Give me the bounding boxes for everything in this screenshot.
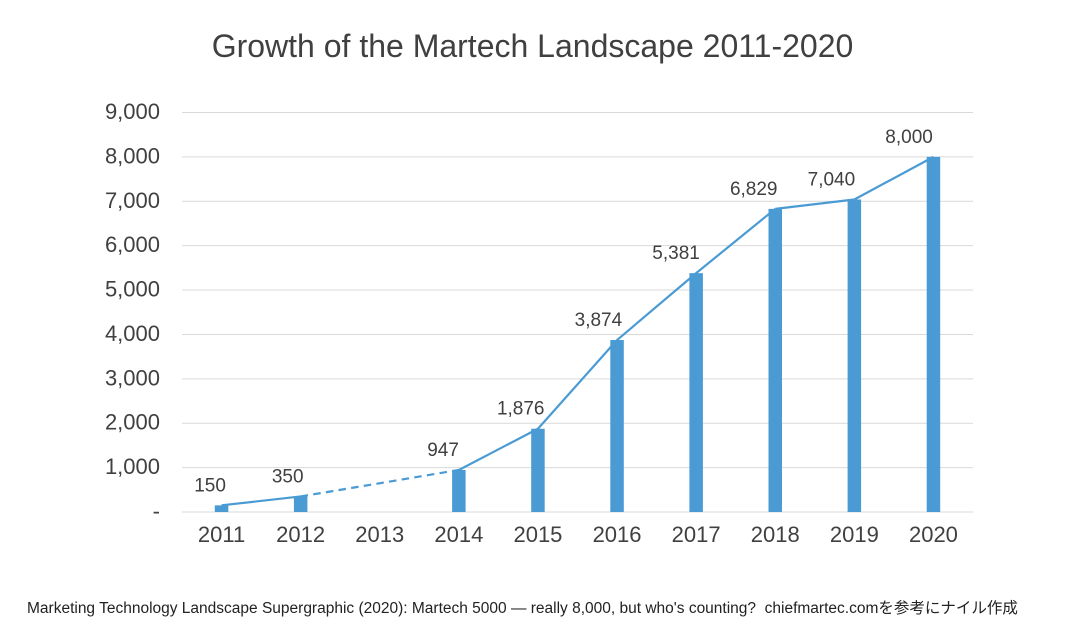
svg-text:8,000: 8,000	[885, 127, 933, 148]
svg-text:350: 350	[272, 466, 304, 487]
svg-text:2017: 2017	[672, 522, 721, 547]
svg-text:2014: 2014	[434, 522, 483, 547]
svg-text:2012: 2012	[276, 522, 325, 547]
svg-text:4,000: 4,000	[105, 321, 160, 346]
svg-text:9,000: 9,000	[105, 99, 160, 124]
svg-text:6,000: 6,000	[105, 232, 160, 257]
svg-text:3,000: 3,000	[105, 365, 160, 390]
svg-text:2019: 2019	[830, 522, 879, 547]
svg-text:2013: 2013	[355, 522, 404, 547]
svg-text:7,000: 7,000	[105, 188, 160, 213]
svg-text:1,876: 1,876	[497, 399, 545, 420]
svg-text:2018: 2018	[751, 522, 800, 547]
svg-text:6,829: 6,829	[730, 179, 778, 200]
svg-text:7,040: 7,040	[808, 170, 856, 191]
svg-text:8,000: 8,000	[105, 143, 160, 168]
svg-text:947: 947	[427, 440, 459, 461]
svg-text:2020: 2020	[909, 522, 958, 547]
svg-text:150: 150	[194, 475, 226, 496]
svg-text:2015: 2015	[513, 522, 562, 547]
svg-text:2016: 2016	[593, 522, 642, 547]
svg-text:5,381: 5,381	[652, 243, 700, 264]
svg-text:2011: 2011	[198, 522, 245, 547]
svg-text:2,000: 2,000	[105, 410, 160, 435]
svg-text:1,000: 1,000	[105, 454, 160, 479]
svg-text:5,000: 5,000	[105, 277, 160, 302]
svg-text:3,874: 3,874	[575, 310, 623, 331]
svg-text:-: -	[153, 499, 160, 524]
